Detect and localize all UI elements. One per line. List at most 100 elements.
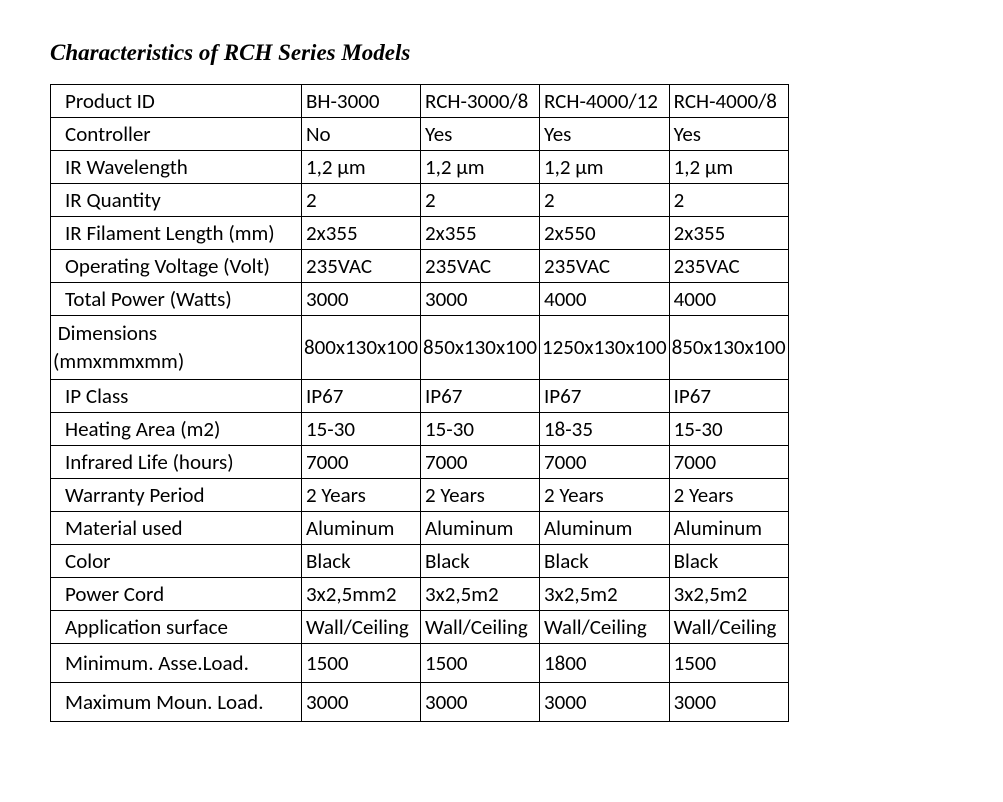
row-label: Warranty Period <box>51 478 302 511</box>
cell: 3000 <box>420 682 539 721</box>
cell: BH-3000 <box>302 85 421 118</box>
cell: 3x2,5m2 <box>669 577 788 610</box>
row-label: Maximum Moun. Load. <box>51 682 302 721</box>
cell: 2 <box>669 184 788 217</box>
cell: 850x130x100 <box>420 316 539 380</box>
row-label: Material used <box>51 511 302 544</box>
cell: 1250x130x100 <box>539 316 669 380</box>
row-label: Application surface <box>51 610 302 643</box>
cell: Yes <box>420 118 539 151</box>
cell: RCH-4000/8 <box>669 85 788 118</box>
cell: 2 Years <box>669 478 788 511</box>
cell: 3000 <box>302 283 421 316</box>
cell: Wall/Ceiling <box>302 610 421 643</box>
cell: 7000 <box>539 445 669 478</box>
cell: Aluminum <box>420 511 539 544</box>
row-label: IP Class <box>51 379 302 412</box>
cell: 235VAC <box>302 250 421 283</box>
cell: Black <box>302 544 421 577</box>
cell: Wall/Ceiling <box>669 610 788 643</box>
table-row: IR Wavelength1,2 µm1,2 µm1,2 µm1,2 µm <box>51 151 789 184</box>
cell: 3x2,5m2 <box>539 577 669 610</box>
cell: 7000 <box>302 445 421 478</box>
cell: IP67 <box>539 379 669 412</box>
cell: IP67 <box>669 379 788 412</box>
cell: 2 <box>420 184 539 217</box>
cell: 235VAC <box>539 250 669 283</box>
table-row: Warranty Period2 Years2 Years2 Years2 Ye… <box>51 478 789 511</box>
row-label: IR Quantity <box>51 184 302 217</box>
cell: 18-35 <box>539 412 669 445</box>
cell: 1500 <box>420 643 539 682</box>
row-label: IR Filament Length (mm) <box>51 217 302 250</box>
row-label: Minimum. Asse.Load. <box>51 643 302 682</box>
row-label: Total Power (Watts) <box>51 283 302 316</box>
cell: 15-30 <box>302 412 421 445</box>
row-label: Operating Voltage (Volt) <box>51 250 302 283</box>
cell: 2x355 <box>420 217 539 250</box>
row-label: Heating Area (m2) <box>51 412 302 445</box>
row-label: Power Cord <box>51 577 302 610</box>
cell: 2 Years <box>420 478 539 511</box>
spec-table: Product IDBH-3000RCH-3000/8RCH-4000/12RC… <box>50 84 789 722</box>
cell: 3x2,5mm2 <box>302 577 421 610</box>
cell: 800x130x100 <box>302 316 421 380</box>
cell: 3000 <box>539 682 669 721</box>
cell: 3000 <box>669 682 788 721</box>
row-label: Dimensions(mmxmmxmm) <box>51 316 302 380</box>
cell: 3000 <box>302 682 421 721</box>
cell: RCH-4000/12 <box>539 85 669 118</box>
cell: 1500 <box>302 643 421 682</box>
row-label: Infrared Life (hours) <box>51 445 302 478</box>
cell: 7000 <box>669 445 788 478</box>
table-row: Infrared Life (hours)7000700070007000 <box>51 445 789 478</box>
cell: Aluminum <box>539 511 669 544</box>
row-label: IR Wavelength <box>51 151 302 184</box>
cell: Aluminum <box>669 511 788 544</box>
cell: No <box>302 118 421 151</box>
cell: IP67 <box>420 379 539 412</box>
table-row: Dimensions(mmxmmxmm)800x130x100850x130x1… <box>51 316 789 380</box>
table-row: IR Filament Length (mm)2x3552x3552x5502x… <box>51 217 789 250</box>
table-row: IP ClassIP67IP67IP67IP67 <box>51 379 789 412</box>
cell: Black <box>420 544 539 577</box>
cell: 1500 <box>669 643 788 682</box>
row-label: Product ID <box>51 85 302 118</box>
row-label: Controller <box>51 118 302 151</box>
cell: RCH-3000/8 <box>420 85 539 118</box>
cell: 3000 <box>420 283 539 316</box>
table-row: Operating Voltage (Volt)235VAC235VAC235V… <box>51 250 789 283</box>
table-row: ControllerNoYesYesYes <box>51 118 789 151</box>
cell: 1,2 µm <box>539 151 669 184</box>
cell: 2x355 <box>302 217 421 250</box>
cell: 850x130x100 <box>669 316 788 380</box>
cell: 1,2 µm <box>669 151 788 184</box>
cell: Yes <box>669 118 788 151</box>
table-row: Product IDBH-3000RCH-3000/8RCH-4000/12RC… <box>51 85 789 118</box>
cell: Wall/Ceiling <box>420 610 539 643</box>
table-row: Power Cord3x2,5mm23x2,5m23x2,5m23x2,5m2 <box>51 577 789 610</box>
cell: 15-30 <box>420 412 539 445</box>
cell: 235VAC <box>420 250 539 283</box>
cell: 2 <box>302 184 421 217</box>
cell: 2 Years <box>539 478 669 511</box>
table-row: Minimum. Asse.Load.1500150018001500 <box>51 643 789 682</box>
cell: 2 Years <box>302 478 421 511</box>
cell: Wall/Ceiling <box>539 610 669 643</box>
cell: 235VAC <box>669 250 788 283</box>
cell: 1,2 µm <box>302 151 421 184</box>
table-row: Material usedAluminumAluminumAluminumAlu… <box>51 511 789 544</box>
cell: 4000 <box>669 283 788 316</box>
table-row: ColorBlackBlackBlackBlack <box>51 544 789 577</box>
table-row: Heating Area (m2)15-3015-3018-3515-30 <box>51 412 789 445</box>
table-row: Application surfaceWall/CeilingWall/Ceil… <box>51 610 789 643</box>
cell: IP67 <box>302 379 421 412</box>
cell: 1800 <box>539 643 669 682</box>
row-label: Color <box>51 544 302 577</box>
cell: 3x2,5m2 <box>420 577 539 610</box>
cell: 4000 <box>539 283 669 316</box>
cell: 2x355 <box>669 217 788 250</box>
table-row: Total Power (Watts)3000300040004000 <box>51 283 789 316</box>
cell: Aluminum <box>302 511 421 544</box>
cell: 7000 <box>420 445 539 478</box>
